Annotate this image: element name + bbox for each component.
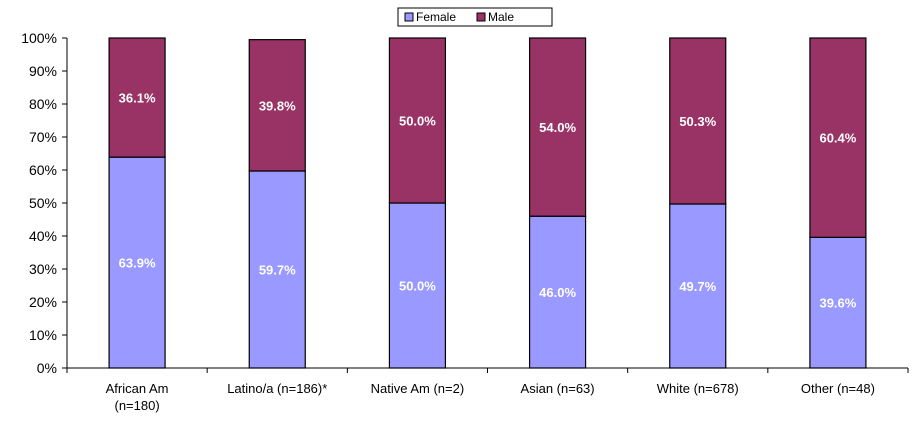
y-tick-label: 50% <box>29 195 57 211</box>
data-label-female: 50.0% <box>399 279 436 294</box>
legend-label-male: Male <box>488 10 514 24</box>
x-tick-label: Latino/a (n=186)* <box>227 381 327 396</box>
y-tick-label: 0% <box>37 360 57 376</box>
y-tick-label: 40% <box>29 228 57 244</box>
x-tick-label: African Am <box>106 381 169 396</box>
x-axis: African Am (n=180) Latino/a (n=186)* Native… <box>66 367 909 413</box>
legend-label-female: Female <box>416 10 456 24</box>
x-tick-label: White (n=678) <box>657 381 739 396</box>
y-axis: 0% 10% 20% 30% 40% 50% 60% 70% 80% 90% 100% <box>21 30 68 376</box>
y-tick-label: 90% <box>29 63 57 79</box>
y-tick-label: 30% <box>29 261 57 277</box>
legend-swatch-male <box>476 12 486 22</box>
bar-segment-female <box>809 236 867 369</box>
data-label-male: 39.8% <box>259 98 296 113</box>
data-label-male: 36.1% <box>119 91 156 106</box>
x-tick-label: Asian (n=63) <box>521 381 595 396</box>
legend-swatch-female <box>404 12 414 22</box>
data-label-male: 54.0% <box>539 120 576 135</box>
x-tick-label: Other (n=48) <box>801 381 875 396</box>
data-label-male: 50.0% <box>399 114 436 129</box>
bar-segment-female <box>248 170 306 369</box>
bar-segment-male <box>809 37 867 238</box>
y-tick-label: 60% <box>29 162 57 178</box>
data-label-female: 59.7% <box>259 262 296 277</box>
data-label-male: 50.3% <box>679 114 716 129</box>
bar-segment-female <box>669 203 727 369</box>
bar-segment-male <box>108 37 166 158</box>
legend: Female Male <box>397 7 553 27</box>
data-label-female: 46.0% <box>539 285 576 300</box>
data-label-male: 60.4% <box>819 131 856 146</box>
x-tick-label: Native Am (n=2) <box>371 381 465 396</box>
data-label-female: 49.7% <box>679 279 716 294</box>
bar-segment-male <box>528 37 587 217</box>
x-tick-label: (n=180) <box>114 398 159 413</box>
data-label-female: 63.9% <box>119 256 156 271</box>
data-label-female: 39.6% <box>819 296 856 311</box>
y-tick-label: 80% <box>29 96 57 112</box>
bar-segment-male <box>248 39 306 172</box>
legend-box <box>397 7 553 27</box>
bar-segment-male <box>388 37 447 204</box>
y-tick-label: 10% <box>29 327 57 343</box>
y-tick-label: 100% <box>21 30 57 46</box>
bars: 63.9% 36.1% 59.7% 39.8% 50.0% 50.0% 46.0% 54.0%… <box>108 37 867 369</box>
y-tick-label: 20% <box>29 294 57 310</box>
bar-segment-male <box>669 37 727 205</box>
bar-segment-female <box>108 156 166 369</box>
y-tick-label: 70% <box>29 129 57 145</box>
